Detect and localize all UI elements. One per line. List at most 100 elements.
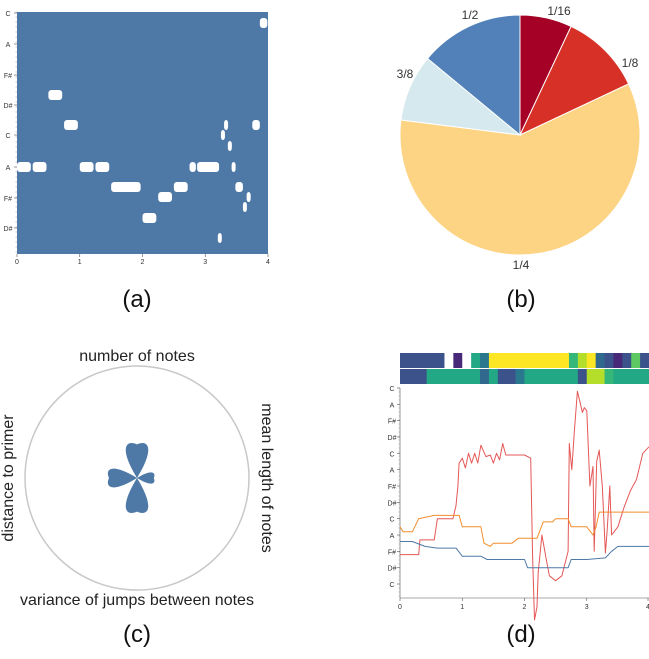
heatmap-cell — [480, 369, 490, 384]
heatmap-cell — [497, 369, 508, 384]
heatmap-cell — [488, 353, 499, 368]
heatmap-cell — [515, 353, 525, 368]
y-tick-label: A — [390, 533, 395, 540]
note-block — [246, 192, 251, 202]
glyph-outline — [24, 365, 250, 591]
pie-slice-label: 1/4 — [513, 258, 530, 272]
heatmap-cell — [497, 353, 508, 368]
heatmap-cell — [613, 369, 623, 384]
heatmap-cell — [506, 369, 517, 384]
heatmap-cell — [586, 353, 597, 368]
pie-slice-label: 1/2 — [462, 8, 479, 22]
heatmap-cell — [613, 353, 623, 368]
heatmap-cell — [560, 353, 570, 368]
note-block — [217, 233, 222, 243]
note-block — [48, 90, 63, 100]
heatmap-cell — [462, 369, 472, 384]
y-tick-label: C — [5, 133, 10, 140]
heatmap-cell — [444, 353, 454, 368]
panel-a-piano-roll: C A F# D# C A F# D# 0 1 2 3 4 — [4, 11, 271, 266]
heatmap-cell — [560, 369, 570, 384]
y-tick-label: C — [389, 582, 394, 589]
heatmap-cell — [551, 353, 561, 368]
heatmap-cell — [622, 353, 632, 368]
heatmap-cell — [604, 369, 614, 384]
y-tick-label: D# — [4, 226, 13, 233]
heatmap-cell — [453, 369, 463, 384]
axis-label-top: number of notes — [79, 348, 195, 365]
pie-slice — [518, 25, 630, 137]
y-tick-label: C — [389, 517, 394, 524]
x-tick-label: 4 — [646, 604, 649, 611]
axis-label-left: distance to primer — [0, 414, 17, 542]
heatmap-cell — [408, 369, 419, 384]
heatmap-cell — [506, 353, 517, 368]
heatmap-cell — [568, 369, 579, 384]
pie-slice-label: 3/8 — [397, 67, 414, 81]
note-block — [79, 162, 94, 172]
y-tick-label: F# — [388, 549, 396, 556]
y-tick-label: D# — [4, 103, 13, 110]
x-tick-label: 0 — [15, 259, 19, 266]
note-block — [259, 18, 268, 28]
note-block — [227, 141, 232, 151]
note-block — [189, 162, 196, 172]
panel-label-d: (d) — [506, 621, 535, 648]
heatmap-cell — [524, 369, 534, 384]
pie-slice — [399, 83, 641, 256]
note-block — [235, 182, 243, 192]
y-tick-label: D# — [388, 500, 397, 507]
x-tick-label: 0 — [398, 604, 402, 611]
heatmap-cell — [400, 369, 410, 384]
panel-label-b: (b) — [506, 286, 535, 313]
panel-b-pie-chart: 1/16 1/8 1/4 3/8 1/2 — [397, 4, 641, 272]
note-block — [173, 182, 188, 192]
glyph-petal — [137, 472, 155, 484]
x-tick-label: 1 — [78, 259, 82, 266]
heatmap-cell — [408, 353, 419, 368]
heatmap-cell — [426, 353, 437, 368]
panel-label-a: (a) — [122, 286, 151, 313]
y-tick-label: F# — [4, 73, 12, 80]
x-tick-label: 3 — [203, 259, 207, 266]
y-tick-label: A — [6, 42, 11, 49]
heatmap-cell — [471, 353, 481, 368]
heatmap-cell — [524, 353, 534, 368]
heatmap-cell — [462, 353, 472, 368]
heatmap-cell — [542, 369, 552, 384]
heatmap-cell — [586, 369, 597, 384]
heatmap-cell — [453, 353, 463, 368]
panel-d-line-chart: C A F# D# C A F# D# C A F# D# C 0 1 2 3 4 — [388, 353, 649, 621]
y-tick-label: A — [390, 402, 395, 409]
heatmap-cell — [640, 353, 649, 368]
y-tick-label: C — [5, 11, 10, 18]
note-block — [224, 120, 229, 130]
panel-c-radial-glyph: number of notes mean length of notes varia… — [0, 348, 275, 609]
heatmap-cell — [631, 369, 641, 384]
note-block — [95, 162, 110, 172]
note-block — [158, 192, 172, 202]
axis-label-right: mean length of notes — [258, 403, 275, 552]
y-tick-label: D# — [388, 435, 397, 442]
roll-background — [17, 12, 268, 254]
series-line — [400, 390, 649, 621]
glyph-petal — [107, 468, 137, 488]
heatmap-cell — [471, 369, 481, 384]
heatmap-cell — [417, 369, 428, 384]
x-tick-label: 1 — [460, 604, 464, 611]
heatmap-cell — [595, 353, 606, 368]
y-tick-label: C — [389, 386, 394, 393]
note-block — [231, 162, 236, 172]
y-tick-label: C — [389, 451, 394, 458]
heatmap-cell — [577, 369, 588, 384]
heatmap-cell — [400, 353, 410, 368]
series-line — [399, 511, 649, 547]
heatmap-cell — [622, 369, 632, 384]
note-block — [142, 213, 157, 223]
heatmap-cell — [417, 353, 428, 368]
y-tick-label: A — [6, 165, 11, 172]
heatmap-cell — [595, 369, 606, 384]
note-block — [252, 120, 260, 130]
heatmap-cell — [577, 353, 588, 368]
pie-slice-label: 1/8 — [622, 56, 639, 70]
